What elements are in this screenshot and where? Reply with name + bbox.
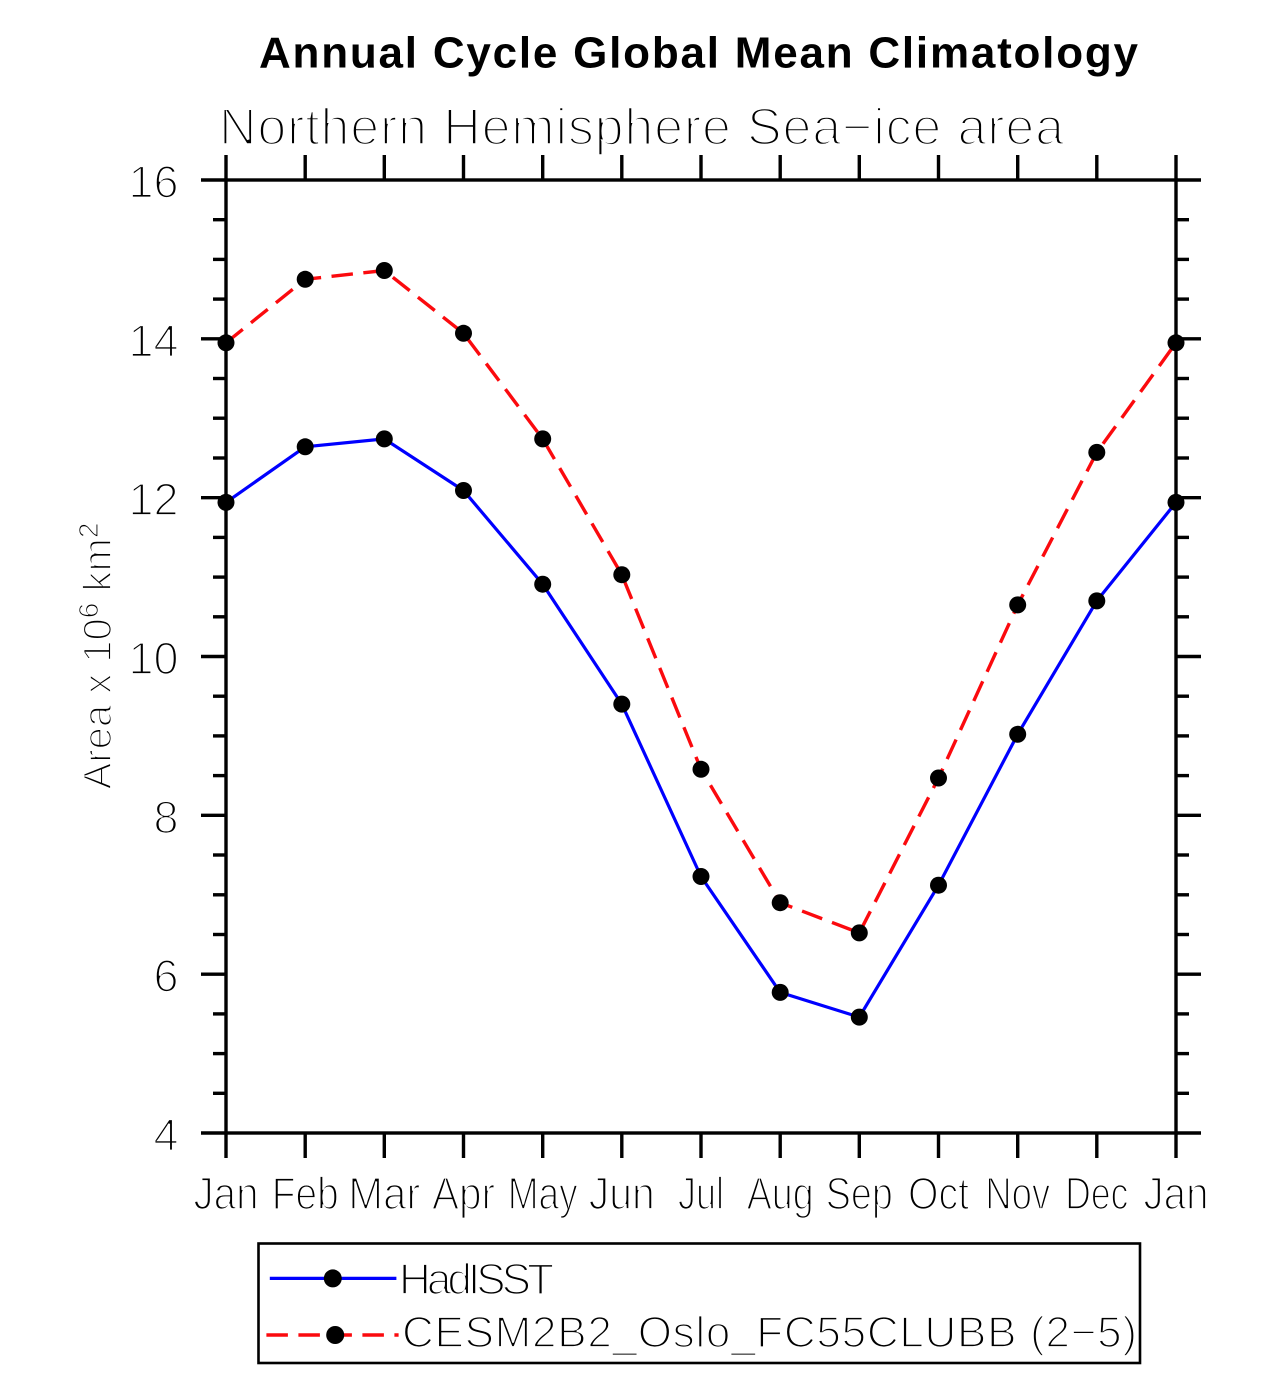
svg-text:Annual Cycle Global Mean Clima: Annual Cycle Global Mean Climatology (259, 29, 1139, 78)
svg-text:14: 14 (128, 315, 178, 366)
svg-text:CESM2B2_Oslo_FC55CLUBB (2−5): CESM2B2_Oslo_FC55CLUBB (2−5) (402, 1308, 1137, 1357)
svg-text:Mar: Mar (348, 1168, 420, 1219)
svg-text:Jun: Jun (589, 1168, 655, 1219)
svg-text:Area x 106 km2: Area x 106 km2 (73, 523, 120, 790)
svg-text:Nov: Nov (985, 1168, 1050, 1219)
svg-text:Jan: Jan (194, 1168, 259, 1219)
svg-text:Dec: Dec (1065, 1168, 1128, 1219)
svg-text:May: May (508, 1168, 578, 1219)
svg-text:Jan: Jan (1144, 1168, 1209, 1219)
svg-text:16: 16 (128, 157, 178, 208)
svg-text:Aug: Aug (747, 1168, 814, 1219)
svg-text:10: 10 (128, 633, 178, 684)
svg-text:Jul: Jul (678, 1168, 724, 1219)
svg-text:Sep: Sep (826, 1168, 893, 1219)
svg-text:8: 8 (153, 792, 178, 843)
svg-text:Northern Hemisphere Sea−ice ar: Northern Hemisphere Sea−ice area (219, 99, 1064, 157)
svg-text:12: 12 (128, 474, 178, 525)
svg-text:Oct: Oct (908, 1168, 969, 1219)
svg-text:Apr: Apr (432, 1168, 495, 1219)
svg-text:4: 4 (153, 1110, 178, 1161)
svg-text:6: 6 (153, 951, 178, 1002)
svg-text:HadISST: HadISST (399, 1255, 554, 1304)
svg-text:Feb: Feb (272, 1168, 339, 1219)
